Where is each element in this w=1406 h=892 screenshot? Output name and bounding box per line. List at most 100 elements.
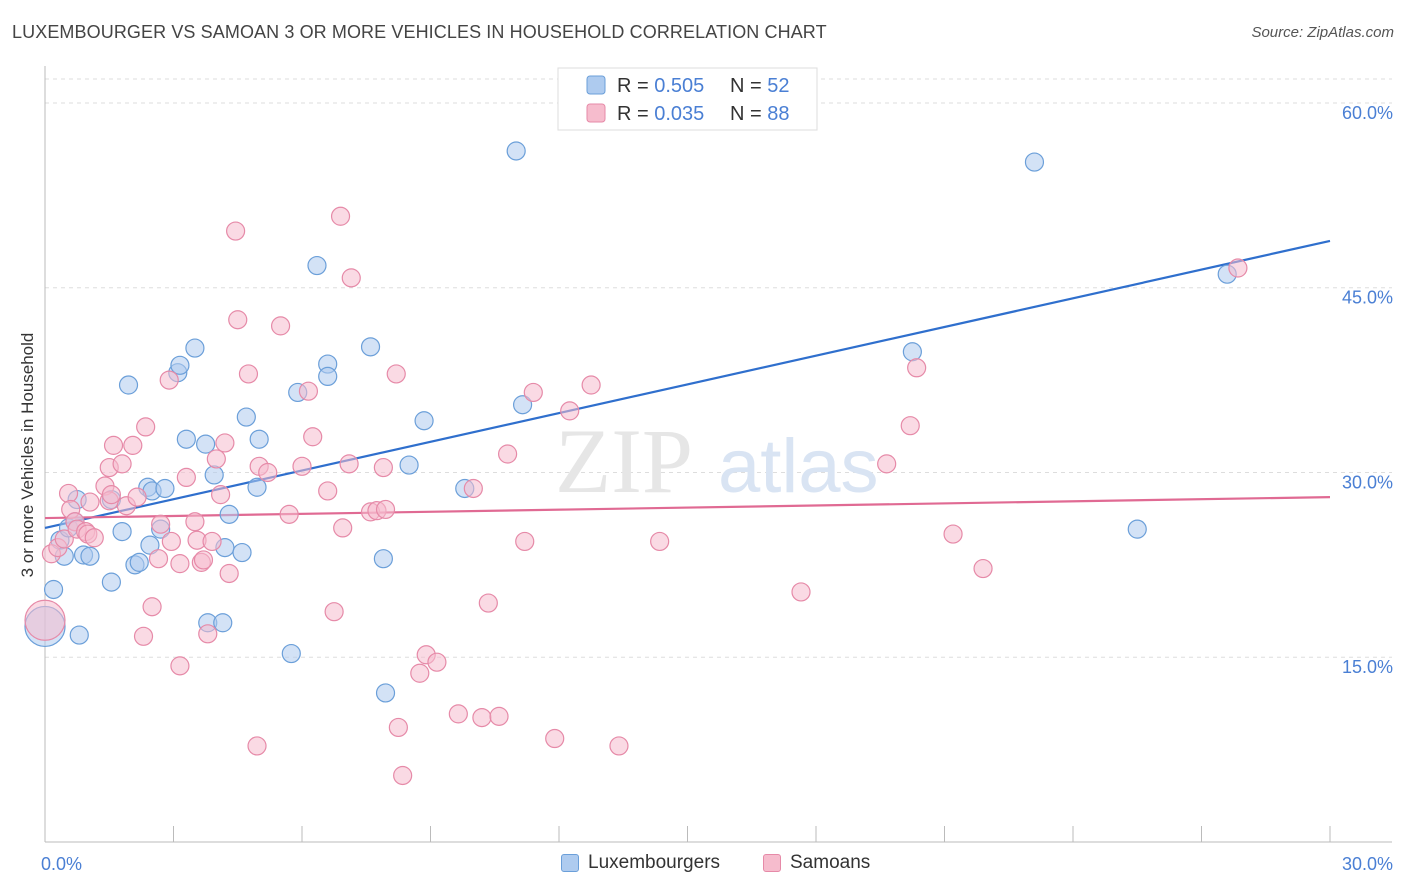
data-point-samoan xyxy=(463,478,483,499)
data-point-samoan xyxy=(84,528,104,548)
data-point-luxembourger xyxy=(112,521,132,542)
data-point-samoan xyxy=(206,449,226,469)
y-tick-label: 30.0% xyxy=(1342,472,1393,492)
data-point-samoan xyxy=(303,427,323,447)
data-point-samoan xyxy=(330,206,351,226)
data-point-samoan xyxy=(219,563,239,584)
data-point-luxembourger xyxy=(375,683,396,703)
legend-n-label: N = xyxy=(730,103,767,125)
data-point-samoan xyxy=(170,656,190,676)
data-point-samoan xyxy=(123,435,143,455)
data-point-samoan xyxy=(333,518,353,538)
data-point-samoan xyxy=(498,444,518,464)
data-point-samoan xyxy=(318,481,338,501)
data-point-luxembourger xyxy=(232,542,252,563)
legend-r-label: R = xyxy=(617,103,654,125)
data-point-luxembourger xyxy=(247,477,267,497)
data-point-samoan xyxy=(292,456,312,476)
watermark-zip: ZIP xyxy=(555,410,693,512)
data-point-samoan xyxy=(545,728,565,749)
data-points xyxy=(24,141,1248,786)
data-point-luxembourger xyxy=(140,535,160,555)
data-point-samoan xyxy=(560,401,580,421)
x-tick-label: 0.0% xyxy=(41,854,82,874)
data-point-luxembourger xyxy=(506,141,526,161)
data-point-samoan xyxy=(515,531,535,552)
data-point-samoan xyxy=(211,485,231,505)
data-point-samoan xyxy=(133,626,154,646)
data-point-samoan xyxy=(159,370,179,390)
data-point-samoan xyxy=(226,221,246,241)
legend-item-luxembourgers: Luxembourgers xyxy=(561,852,720,874)
data-point-luxembourger xyxy=(170,355,190,375)
data-point-samoan xyxy=(339,454,359,474)
data-point-luxembourger xyxy=(101,572,121,592)
data-point-samoan xyxy=(523,382,543,403)
legend-swatch-samoans xyxy=(586,103,606,123)
data-point-samoan xyxy=(101,485,121,505)
data-point-samoan xyxy=(489,706,509,726)
svg-text:R = 0.035: R = 0.035 xyxy=(617,103,704,125)
data-point-samoan xyxy=(388,717,408,738)
chart-title: LUXEMBOURGER VS SAMOAN 3 OR MORE VEHICLE… xyxy=(12,22,827,42)
data-point-samoan xyxy=(270,316,291,336)
data-point-luxembourger xyxy=(373,549,393,569)
data-point-samoan xyxy=(228,310,248,330)
data-point-samoan xyxy=(54,529,74,549)
legend-n-label: N = xyxy=(730,75,767,97)
data-point-samoan xyxy=(247,736,267,756)
svg-text:N = 88: N = 88 xyxy=(730,103,790,125)
data-point-luxembourger xyxy=(69,625,89,645)
data-point-samoan xyxy=(170,554,190,574)
data-point-luxembourger xyxy=(80,546,100,566)
y-tick-label: 45.0% xyxy=(1342,288,1393,308)
legend-n-value: 52 xyxy=(767,75,789,97)
data-point-luxembourger xyxy=(219,504,239,524)
bottom-legend: Luxembourgers Samoans xyxy=(0,852,1406,878)
tick-labels: 15.0% 30.0% 45.0% 60.0% 0.0% 30.0% xyxy=(41,103,1393,874)
data-point-samoan xyxy=(215,433,235,453)
data-point-samoan xyxy=(581,375,601,395)
data-point-samoan xyxy=(202,531,222,552)
data-point-luxembourger xyxy=(176,429,196,449)
legend-r-value: 0.035 xyxy=(654,103,704,125)
data-point-luxembourger xyxy=(318,366,338,386)
data-point-samoan xyxy=(142,597,162,617)
legend-r-value: 0.505 xyxy=(654,75,704,97)
data-point-samoan xyxy=(238,364,259,384)
y-tick-label: 60.0% xyxy=(1342,103,1393,123)
y-tick-label: 15.0% xyxy=(1342,657,1393,677)
data-point-samoan xyxy=(943,524,963,544)
data-point-samoan xyxy=(448,704,468,724)
data-point-samoan xyxy=(386,364,406,384)
data-point-samoan xyxy=(198,624,218,644)
data-point-samoan xyxy=(478,593,498,613)
data-point-samoan xyxy=(410,663,430,683)
legend-n-value: 88 xyxy=(767,103,789,125)
data-point-samoan xyxy=(176,467,196,488)
data-point-samoan xyxy=(58,483,79,504)
x-tick-label: 30.0% xyxy=(1342,854,1393,874)
data-point-luxembourger xyxy=(185,338,205,358)
data-point-samoan xyxy=(151,514,171,534)
data-point-samoan xyxy=(341,268,361,288)
legend-item-samoans: Samoans xyxy=(763,852,870,874)
data-point-luxembourger xyxy=(414,411,434,431)
data-point-samoan xyxy=(973,558,993,579)
data-point-luxembourger xyxy=(281,643,301,664)
data-point-luxembourger xyxy=(249,429,269,449)
data-point-samoan xyxy=(112,454,132,474)
data-point-samoan xyxy=(472,707,492,728)
legend-box: R = 0.505 N = 52 R = 0.035 N = 88 xyxy=(557,67,818,131)
data-point-luxembourger xyxy=(902,342,922,362)
data-point-samoan xyxy=(161,531,181,552)
data-point-luxembourger xyxy=(236,407,256,427)
data-point-samoan xyxy=(103,435,124,455)
data-point-luxembourger xyxy=(512,395,533,415)
data-point-luxembourger xyxy=(213,613,233,633)
data-point-luxembourger xyxy=(129,552,149,572)
data-point-samoan xyxy=(193,550,214,570)
data-point-samoan xyxy=(375,499,396,520)
legend-swatch-samoans xyxy=(763,854,781,872)
data-point-samoan xyxy=(791,582,811,602)
